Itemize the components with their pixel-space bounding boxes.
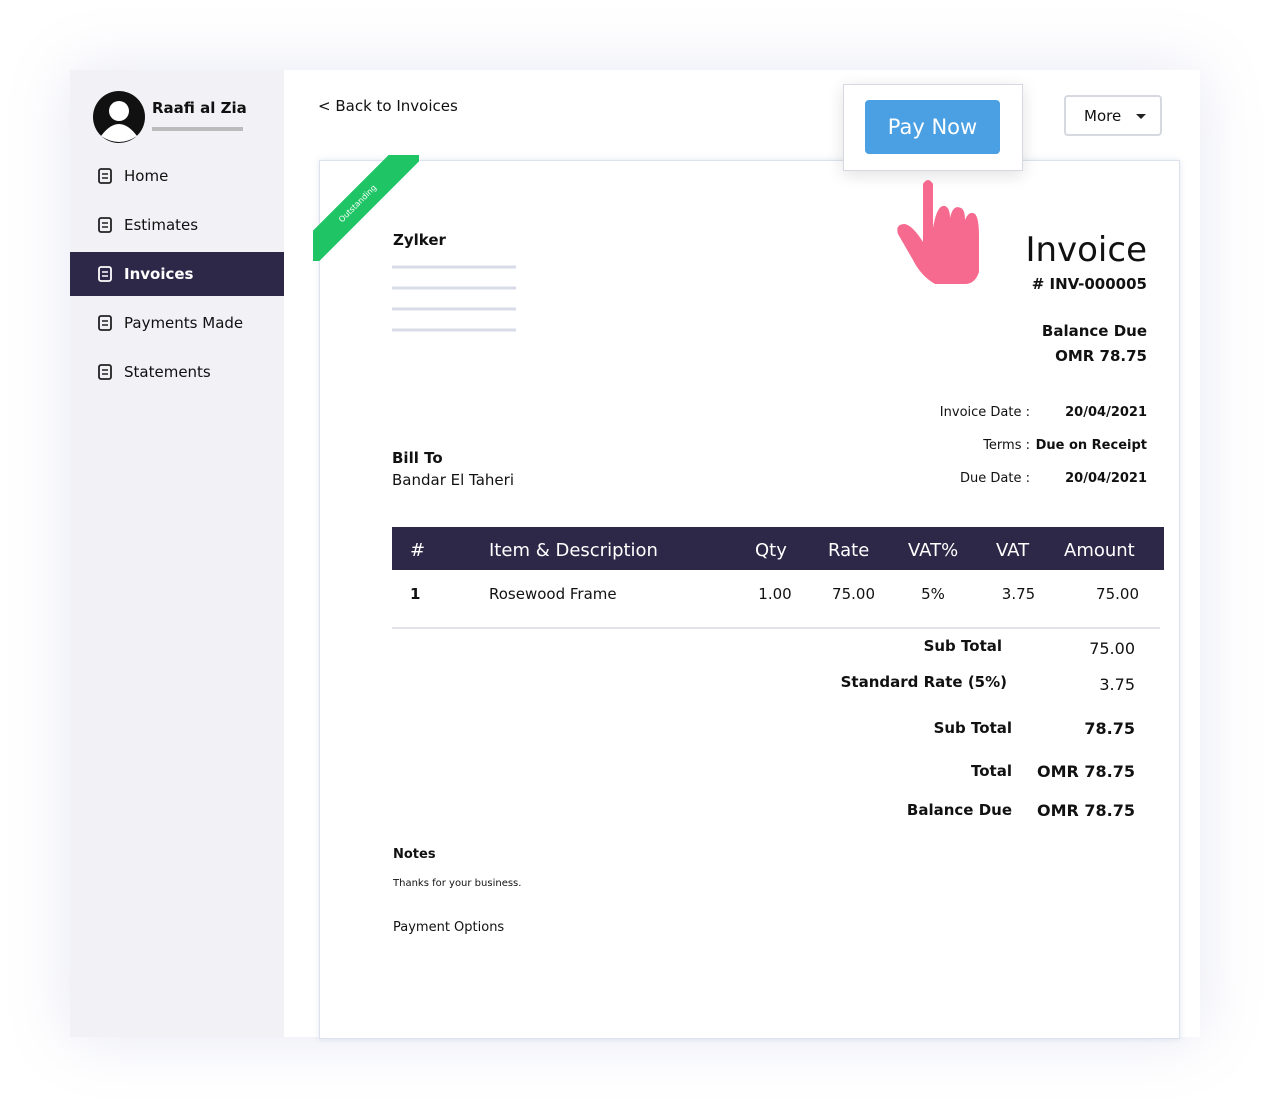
- total-value: 3.75: [1099, 675, 1135, 694]
- table-cell: 1: [410, 585, 421, 603]
- meta-value: 20/04/2021: [1065, 405, 1147, 420]
- user-name: Raafi al Zia: [152, 99, 247, 117]
- table-cell: 3.75: [1001, 585, 1036, 603]
- nav-icon: [98, 364, 112, 380]
- payment-options: Payment Options: [393, 920, 505, 935]
- column-header: Item & Description: [489, 540, 658, 561]
- balance-due-value: OMR 78.75: [1055, 347, 1147, 365]
- nav-item[interactable]: Invoices: [70, 252, 284, 296]
- address-placeholder: [392, 265, 516, 332]
- nav-label: Invoices: [124, 265, 194, 283]
- total-value: OMR 78.75: [1036, 801, 1135, 820]
- nav-item[interactable]: Statements: [70, 350, 284, 394]
- more-button[interactable]: More: [1064, 95, 1162, 136]
- total-label: Sub Total: [923, 637, 1002, 655]
- nav-icon: [98, 315, 112, 331]
- dropdown-caret: [1136, 113, 1147, 119]
- table-cell: 75.00: [832, 585, 875, 603]
- column-header: Rate: [828, 540, 870, 561]
- table-divider: [392, 627, 1160, 629]
- avatar: [93, 91, 145, 143]
- invoice-title: Invoice: [1025, 230, 1147, 270]
- bill-to-label: Bill To: [392, 449, 443, 467]
- nav-label: Statements: [124, 363, 211, 381]
- total-value: 75.00: [1089, 639, 1135, 658]
- company-name: Zylker: [393, 231, 446, 249]
- nav-label: Home: [124, 167, 169, 185]
- notes-label: Notes: [393, 847, 436, 862]
- invoice-number: # INV-000005: [1031, 275, 1147, 293]
- total-label: Sub Total: [933, 719, 1012, 737]
- column-header: Qty: [755, 540, 787, 561]
- table-header: [392, 527, 1164, 570]
- nav-icon: [98, 266, 112, 282]
- total-label: Balance Due: [906, 801, 1012, 819]
- column-header: #: [410, 540, 426, 561]
- table-cell: Rosewood Frame: [489, 585, 617, 603]
- nav-item[interactable]: Home: [70, 154, 284, 198]
- total-value: OMR 78.75: [1036, 762, 1135, 781]
- nav-icon: [98, 168, 112, 184]
- total-value: 78.75: [1084, 719, 1135, 738]
- total-label: Standard Rate (5%): [840, 673, 1007, 691]
- pay-now-popup: Pay Now: [843, 84, 1023, 171]
- more-label: More: [1084, 106, 1122, 125]
- pointer-hand: [897, 180, 979, 284]
- bill-to-name: Bandar El Taheri: [392, 471, 514, 489]
- table-cell: 75.00: [1096, 585, 1139, 603]
- notes-text: Thanks for your business.: [393, 878, 522, 889]
- table-cell: 5%: [921, 585, 945, 603]
- meta-label: Invoice Date :: [939, 405, 1030, 420]
- user-underline: [152, 127, 243, 131]
- column-header: Amount: [1064, 540, 1135, 561]
- balance-due-label: Balance Due: [1041, 322, 1147, 340]
- back-link[interactable]: < Back to Invoices: [318, 97, 458, 115]
- meta-value: Due on Receipt: [1035, 438, 1147, 453]
- total-label: Total: [971, 762, 1012, 780]
- meta-label: Terms :: [983, 438, 1030, 453]
- nav-label: Payments Made: [124, 314, 244, 332]
- column-header: VAT%: [908, 540, 959, 561]
- nav-item[interactable]: Estimates: [70, 203, 284, 247]
- meta-value: 20/04/2021: [1065, 471, 1147, 486]
- column-header: VAT: [996, 540, 1030, 561]
- meta-label: Due Date :: [960, 471, 1030, 486]
- pay-now-button[interactable]: Pay Now: [865, 100, 1000, 154]
- table-cell: 1.00: [758, 585, 792, 603]
- invoice-paper: [319, 160, 1180, 1039]
- nav-label: Estimates: [124, 216, 199, 234]
- nav-item[interactable]: Payments Made: [70, 301, 284, 345]
- nav-icon: [98, 217, 112, 233]
